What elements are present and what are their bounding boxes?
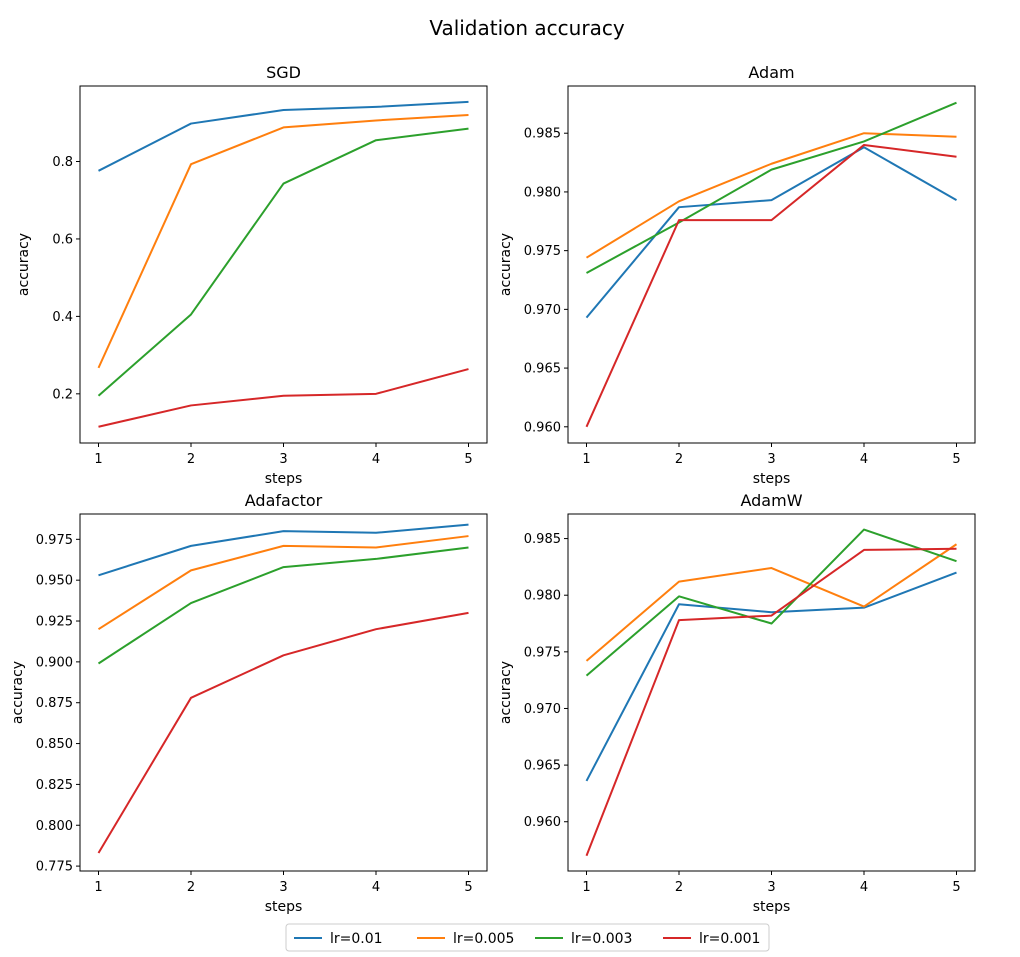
panel-adamw: AdamW 1 2 3 4 5 0.960 0.965 0.970 0.975 0.980 0.985… <box>498 491 976 915</box>
y-tick-label: 0.950 <box>36 574 73 589</box>
legend: lr=0.01 lr=0.005 lr=0.003 lr=0.001 <box>285 923 770 952</box>
series-line-lr=0.003 <box>97 127 469 397</box>
x-tick-label: 1 <box>94 880 102 895</box>
series-line-lr=0.005 <box>97 114 469 369</box>
x-tick-label: 3 <box>767 452 775 467</box>
x-tick-label: 3 <box>279 880 287 895</box>
x-axis-label: steps <box>753 471 791 487</box>
x-tick-label: 4 <box>372 880 380 895</box>
series-line-lr=0.005 <box>585 132 957 259</box>
y-tick-label: 0.980 <box>524 589 561 604</box>
x-tick-label: 1 <box>582 452 590 467</box>
y-tick-label: 0.975 <box>524 645 561 660</box>
legend-label: lr=0.003 <box>571 931 632 947</box>
panel-title: Adam <box>748 63 794 82</box>
y-axis-label: accuracy <box>10 661 26 724</box>
y-tick-label: 0.6 <box>52 232 73 247</box>
y-tick-label: 0.980 <box>524 185 561 200</box>
y-tick-label: 0.965 <box>524 759 561 774</box>
x-tick-label: 5 <box>464 452 472 467</box>
y-axis-label: accuracy <box>498 661 514 724</box>
series-line-lr=0.003 <box>586 101 957 274</box>
series-line-lr=0.001 <box>585 143 957 428</box>
series-line-lr=0.001 <box>98 368 469 428</box>
x-axis-label: steps <box>265 471 303 487</box>
y-tick-label: 0.960 <box>524 815 561 830</box>
x-tick-label: 5 <box>952 880 960 895</box>
series-line-lr=0.003 <box>97 546 469 665</box>
y-tick-label: 0.975 <box>524 244 561 259</box>
y-axis-label: accuracy <box>16 233 32 296</box>
series-line-lr=0.01 <box>98 100 469 172</box>
y-axis-label: accuracy <box>498 233 514 296</box>
panel-title: SGD <box>266 63 301 82</box>
x-tick-label: 2 <box>675 452 683 467</box>
x-tick-label: 1 <box>582 880 590 895</box>
panel-adam: Adam 1 2 3 4 5 0.960 0.965 0.970 0.975 0.980 0.985 s… <box>498 63 976 487</box>
y-tick-label: 0.4 <box>52 310 73 325</box>
y-tick-label: 0.900 <box>36 655 73 670</box>
y-tick-label: 0.970 <box>524 702 561 717</box>
x-tick-label: 2 <box>675 880 683 895</box>
series-line-lr=0.01 <box>585 146 957 319</box>
panel-title: AdamW <box>740 491 802 510</box>
y-tick-label: 0.8 <box>52 155 73 170</box>
y-tick-label: 0.925 <box>36 615 73 630</box>
panel-adafactor: Adafactor 1 2 3 4 5 0.775 0.800 0.825 0.850 0.875 0… <box>10 491 488 915</box>
x-tick-label: 2 <box>187 880 195 895</box>
y-tick-label: 0.960 <box>524 420 561 435</box>
legend-frame <box>285 923 770 952</box>
legend-label: lr=0.001 <box>699 931 760 947</box>
x-tick-label: 1 <box>94 452 102 467</box>
x-tick-label: 3 <box>279 452 287 467</box>
x-tick-label: 5 <box>952 452 960 467</box>
panel-sgd: SGD 1 2 3 4 5 0.2 0.4 0.6 0.8 steps accuracy <box>16 63 488 487</box>
y-tick-label: 0.2 <box>52 387 73 402</box>
series-line-lr=0.001 <box>97 611 469 854</box>
x-axis-label: steps <box>753 899 791 915</box>
y-tick-label: 0.985 <box>524 127 561 142</box>
legend-label: lr=0.005 <box>453 931 514 947</box>
y-tick-label: 0.975 <box>36 533 73 548</box>
legend-label: lr=0.01 <box>330 931 383 947</box>
x-tick-label: 2 <box>187 452 195 467</box>
panel-title: Adafactor <box>245 491 323 510</box>
y-tick-label: 0.850 <box>36 737 73 752</box>
series-line-lr=0.005 <box>97 535 469 631</box>
axes-frame <box>567 85 976 444</box>
x-tick-label: 4 <box>860 452 868 467</box>
series-line-lr=0.01 <box>585 571 957 782</box>
figure-title: Validation accuracy <box>429 16 625 40</box>
y-tick-label: 0.970 <box>524 303 561 318</box>
x-axis-label: steps <box>265 899 303 915</box>
series-line-lr=0.005 <box>585 543 958 662</box>
y-tick-label: 0.985 <box>524 532 561 547</box>
y-tick-label: 0.775 <box>36 860 73 875</box>
series-line-lr=0.003 <box>585 528 957 677</box>
x-tick-label: 4 <box>860 880 868 895</box>
y-tick-label: 0.825 <box>36 778 73 793</box>
x-tick-label: 4 <box>372 452 380 467</box>
series-line-lr=0.001 <box>585 547 957 857</box>
y-tick-label: 0.965 <box>524 362 561 377</box>
axes-frame <box>79 85 488 444</box>
y-tick-label: 0.800 <box>36 819 73 834</box>
y-tick-label: 0.875 <box>36 696 73 711</box>
series-line-lr=0.01 <box>98 523 469 577</box>
x-tick-label: 3 <box>767 880 775 895</box>
x-tick-label: 5 <box>464 880 472 895</box>
